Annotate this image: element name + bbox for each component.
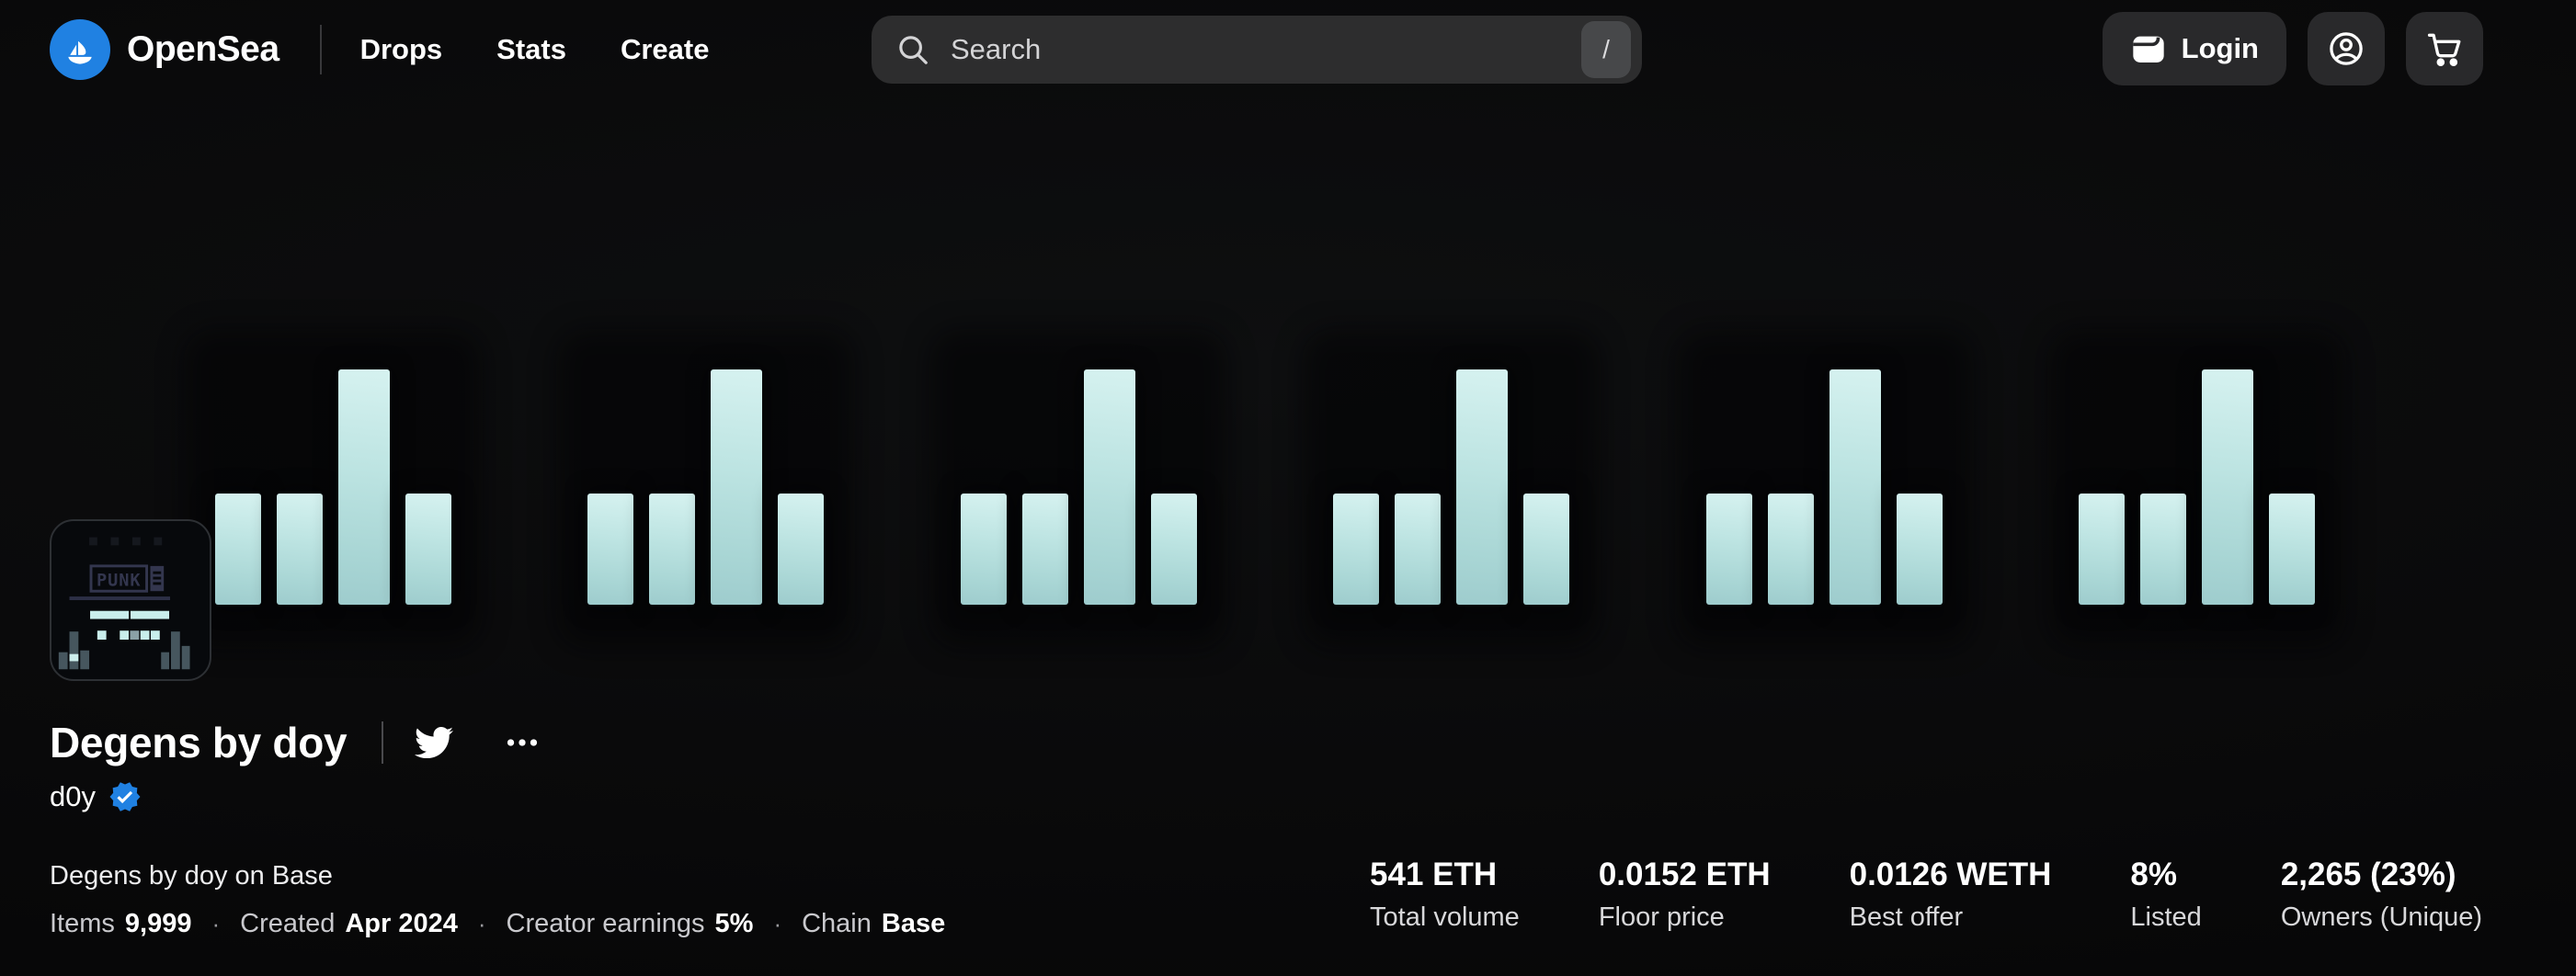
banner-bar <box>1022 494 1068 605</box>
nav-link-stats[interactable]: Stats <box>496 32 566 65</box>
profile-button[interactable] <box>2308 12 2385 85</box>
creator-row: d0y <box>50 780 142 813</box>
banner-bar <box>778 494 824 605</box>
collection-avatar: PUNK <box>50 519 211 681</box>
stat-best-offer: 0.0126 WETH Best offer <box>1849 857 2052 932</box>
avatar-punk-text: PUNK <box>97 571 142 590</box>
opensea-logo-icon <box>50 18 110 80</box>
stat-listed: 8% Listed <box>2130 857 2202 932</box>
twitter-button[interactable] <box>415 723 454 762</box>
stat-owners: 2,265 (23%) Owners (Unique) <box>2280 857 2482 932</box>
collection-stats: 541 ETH Total volume 0.0152 ETH Floor pr… <box>1370 855 2482 934</box>
banner-bar <box>1333 494 1379 605</box>
search-shortcut-badge: / <box>1581 21 1631 78</box>
title-divider <box>382 721 384 764</box>
verified-badge-icon <box>109 782 141 811</box>
collection-title: Degens by doy <box>50 719 348 766</box>
meta-creator-earnings: Creator earnings 5% <box>506 909 754 938</box>
login-button[interactable]: Login <box>2102 12 2286 85</box>
banner-bar <box>2202 369 2253 605</box>
twitter-icon <box>415 726 454 759</box>
cart-icon <box>2427 33 2461 66</box>
banner-bar <box>961 494 1007 605</box>
nav-link-drops[interactable]: Drops <box>359 32 443 65</box>
wallet-icon <box>2132 36 2164 62</box>
banner-bar <box>1456 369 1508 605</box>
brand-name: OpenSea <box>127 28 279 69</box>
banner-bar-group <box>215 369 451 605</box>
search-bar[interactable]: / <box>872 16 1642 84</box>
banner-bar-group <box>587 369 824 605</box>
banner-bar <box>1706 494 1752 605</box>
navbar-actions: Login <box>2102 12 2483 85</box>
opensea-home-link[interactable]: OpenSea <box>50 18 279 80</box>
banner-bar <box>587 494 633 605</box>
meta-created: Created Apr 2024 <box>240 909 458 938</box>
collection-meta: Items 9,999 · Created Apr 2024 · Creator e… <box>50 906 945 941</box>
banner-bar <box>215 494 261 605</box>
banner-bar <box>649 494 695 605</box>
search-input[interactable] <box>949 32 1581 67</box>
banner-bar <box>2079 494 2125 605</box>
banner-bar <box>2269 494 2315 605</box>
banner-bar <box>2140 494 2186 605</box>
banner-bar-group <box>1706 369 1943 605</box>
creator-link[interactable]: d0y <box>50 780 96 812</box>
banner-bar <box>1523 494 1569 605</box>
navbar: OpenSea Drops Stats Create / Login <box>0 0 2576 98</box>
meta-items: Items 9,999 <box>50 909 192 938</box>
banner-bar-group <box>2079 369 2315 605</box>
banner-bar <box>711 369 762 605</box>
nav-links: Drops Stats Create <box>360 33 710 66</box>
collection-description: Degens by doy on Base <box>50 861 333 891</box>
nav-link-create[interactable]: Create <box>620 32 710 65</box>
banner-bar <box>338 369 390 605</box>
banner-bar <box>1151 494 1197 605</box>
more-options-button[interactable] <box>501 721 543 764</box>
meta-separator: · <box>773 910 782 937</box>
search-icon <box>899 36 928 64</box>
banner-bar <box>1897 494 1943 605</box>
banner-bar-group <box>961 369 1197 605</box>
meta-chain: Chain Base <box>802 909 946 938</box>
banner-bar <box>277 494 323 605</box>
profile-icon <box>2330 32 2363 65</box>
banner-bar-group <box>1333 369 1569 605</box>
meta-separator: · <box>211 910 221 937</box>
banner-bar <box>1829 369 1881 605</box>
banner-bar <box>1768 494 1814 605</box>
stat-floor-price: 0.0152 ETH Floor price <box>1598 857 1771 932</box>
banner-bar <box>1084 369 1135 605</box>
cart-button[interactable] <box>2406 12 2483 85</box>
ellipsis-icon <box>507 739 538 746</box>
banner-bar <box>1395 494 1441 605</box>
navbar-divider <box>319 24 322 74</box>
stat-total-volume: 541 ETH Total volume <box>1370 857 1520 932</box>
collection-title-row: Degens by doy <box>50 718 543 767</box>
banner-bar <box>405 494 451 605</box>
login-label: Login <box>2181 32 2259 64</box>
meta-separator: · <box>477 910 486 937</box>
